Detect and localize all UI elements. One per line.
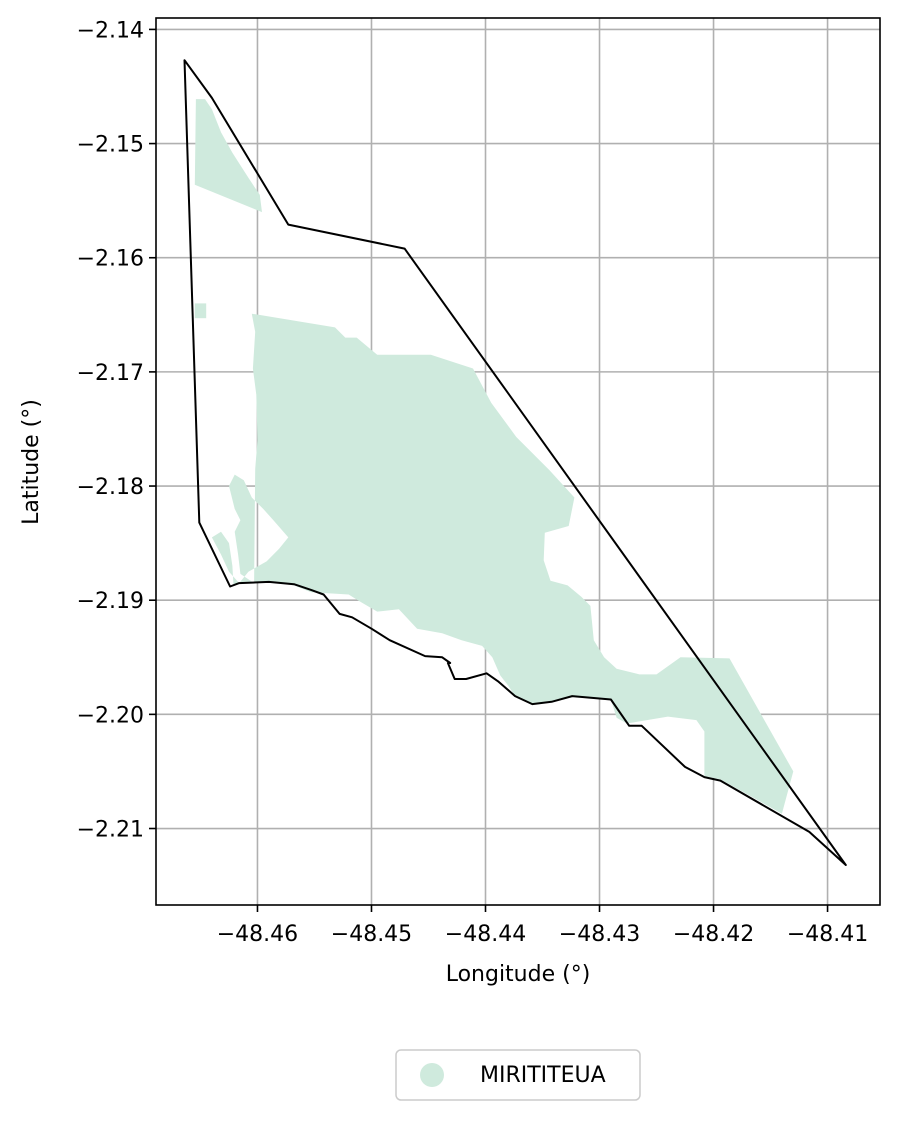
y-tick-label: −2.15 [77, 133, 144, 158]
x-tick-label: −48.46 [217, 922, 298, 947]
land-cover-area [229, 313, 794, 814]
y-tick-label: −2.19 [77, 589, 144, 614]
legend-marker [420, 1063, 444, 1087]
boundary-outline [183, 59, 847, 866]
legend-label: MIRITITEUA [480, 1063, 606, 1088]
plot-frame [155, 17, 881, 906]
y-tick-label: −2.14 [77, 18, 144, 43]
y-tick-label: −2.20 [77, 703, 144, 728]
land-cover-fill [194, 99, 794, 814]
y-tick-label: −2.16 [77, 247, 144, 272]
y-tick-label: −2.21 [77, 818, 144, 843]
x-tick-label: −48.45 [331, 922, 412, 947]
x-tick-label: −48.41 [787, 922, 868, 947]
y-tick-label: −2.17 [77, 361, 144, 386]
x-axis-ticks: −48.46 −48.45 −48.44 −48.43 −48.42 −48.41 [217, 905, 868, 947]
x-tick-label: −48.43 [559, 922, 640, 947]
land-cover-area [211, 531, 240, 586]
x-axis-label: Longitude (°) [446, 962, 591, 987]
y-axis-label: Latitude (°) [19, 399, 44, 525]
y-tick-label: −2.18 [77, 475, 144, 500]
land-cover-area [194, 99, 262, 213]
land-cover-area [194, 303, 207, 319]
legend: MIRITITEUA [395, 1049, 641, 1101]
y-axis-ticks: −2.14 −2.15 −2.16 −2.17 −2.18 −2.19 −2.20 −2.21 [77, 18, 156, 843]
boundary-line [183, 59, 847, 866]
x-tick-label: −48.44 [445, 922, 526, 947]
x-tick-label: −48.42 [673, 922, 754, 947]
legend-box [395, 1049, 641, 1101]
